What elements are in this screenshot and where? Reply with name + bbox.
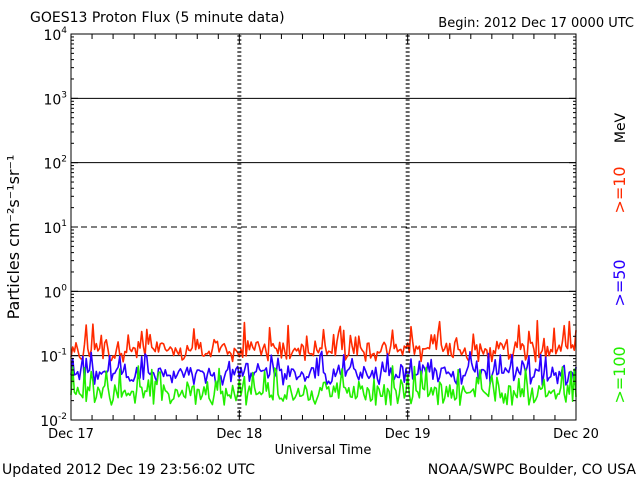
x-axis-label: Universal Time <box>275 443 372 458</box>
chart-title: GOES13 Proton Flux (5 minute data) <box>30 10 285 26</box>
y-tick-label: 103 <box>43 90 67 108</box>
updated-timestamp: Updated 2012 Dec 19 23:56:02 UTC <box>2 462 255 478</box>
legend-item: >=50 <box>610 259 629 306</box>
y-tick-label: 10-1 <box>40 348 67 366</box>
y-tick-label: 101 <box>43 219 67 237</box>
y-tick-label: 104 <box>43 26 67 44</box>
credit-text: NOAA/SWPC Boulder, CO USA <box>428 462 637 478</box>
x-tick-label: Dec 18 <box>216 427 262 442</box>
series-line <box>70 365 577 406</box>
y-axis-ticks: 10-2 10-1 100 101 102 103 104 <box>40 26 576 430</box>
y-tick-label: 100 <box>43 283 67 301</box>
begin-time: Begin: 2012 Dec 17 0000 UTC <box>438 16 634 31</box>
series-line <box>70 319 577 363</box>
series-legend: >=10 >=50 >=100 <box>610 166 629 403</box>
y-tick-label: 102 <box>43 155 67 173</box>
legend-item: >=100 <box>610 346 629 403</box>
y-axis-label: Particles cm⁻²s⁻¹sr⁻¹ <box>4 155 23 320</box>
x-tick-label: Dec 19 <box>385 427 431 442</box>
x-tick-label: Dec 17 <box>48 427 94 442</box>
x-axis-ticks: Dec 17 Dec 18 Dec 19 Dec 20 <box>48 34 599 442</box>
series-layer <box>70 319 577 406</box>
right-axis-unit: MeV <box>613 112 629 143</box>
legend-item: >=10 <box>610 166 629 213</box>
x-tick-label: Dec 20 <box>553 427 599 442</box>
y-tick-label: 10-2 <box>40 412 67 430</box>
